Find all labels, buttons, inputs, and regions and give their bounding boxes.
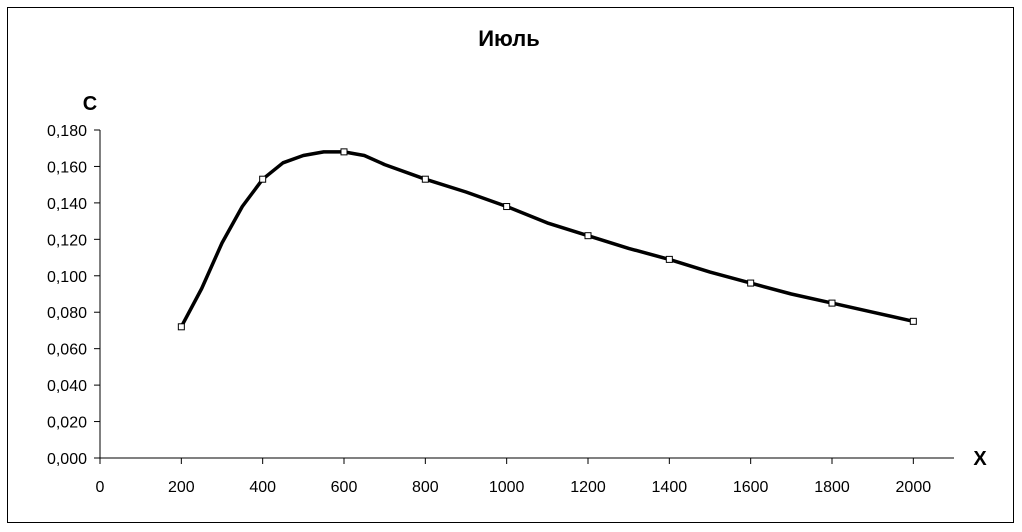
data-point-marker <box>259 175 267 183</box>
x-axis-title: X <box>973 448 987 470</box>
y-tick-label: 0,060 <box>47 342 87 359</box>
data-point-marker <box>909 317 917 325</box>
data-point-marker <box>340 148 348 156</box>
x-tick-label: 2000 <box>896 479 932 496</box>
y-axis: 0,000 0,020 0,040 0,060 0,080 0,100 0,120 0,140… <box>47 123 101 468</box>
series-layer <box>177 148 917 331</box>
y-tick-label: 0,120 <box>47 232 87 249</box>
y-axis-title: C <box>83 93 97 115</box>
y-tick-label: 0,100 <box>47 269 87 286</box>
data-point-marker <box>828 299 836 307</box>
y-tick-label: 0,020 <box>47 415 87 432</box>
y-tick-label: 0,180 <box>47 123 87 140</box>
x-tick-label: 600 <box>331 479 358 496</box>
data-point-marker <box>503 203 511 211</box>
x-tick-label: 1400 <box>652 479 688 496</box>
x-tick-label: 200 <box>168 479 195 496</box>
x-tick-label: 0 <box>96 479 105 496</box>
x-tick-label: 1200 <box>570 479 606 496</box>
chart-frame <box>7 7 1014 523</box>
x-tick-label: 800 <box>412 479 439 496</box>
x-axis: 0 200 400 600 800 1000 1200 1400 1600 1800 2000 <box>96 457 954 496</box>
data-point-marker <box>584 232 592 240</box>
x-tick-label: 400 <box>249 479 276 496</box>
x-tick-label: 1600 <box>733 479 769 496</box>
data-point-marker <box>177 323 185 331</box>
data-point-marker <box>421 175 429 183</box>
y-tick-label: 0,080 <box>47 305 87 322</box>
y-tick-label: 0,160 <box>47 159 87 176</box>
data-point-marker <box>665 255 673 263</box>
x-tick-label: 1000 <box>489 479 525 496</box>
series-line <box>179 150 916 329</box>
x-tick-label: 1800 <box>814 479 850 496</box>
y-tick-label: 0,040 <box>47 378 87 395</box>
chart-title: Июль <box>478 26 540 51</box>
data-point-marker <box>747 279 755 287</box>
y-tick-label: 0,000 <box>47 451 87 468</box>
y-tick-label: 0,140 <box>47 196 87 213</box>
